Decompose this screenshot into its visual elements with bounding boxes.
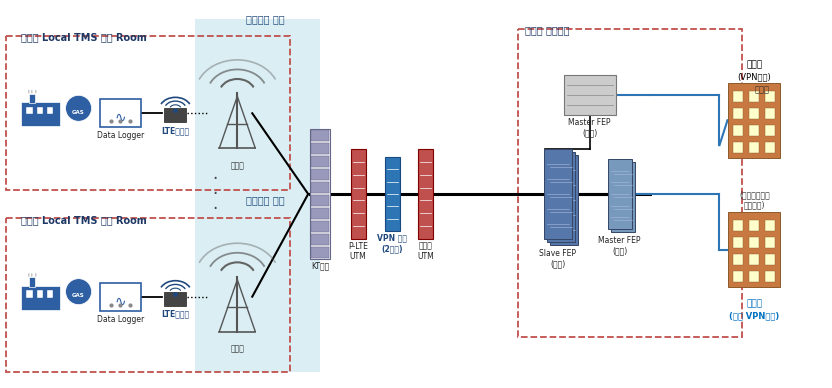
Text: 기지국: 기지국 xyxy=(230,345,245,353)
Text: ·: · xyxy=(213,170,218,188)
Text: 무선통신 구간: 무선통신 구간 xyxy=(246,195,285,205)
Bar xyxy=(311,247,329,258)
Bar xyxy=(311,221,329,232)
Text: GAS: GAS xyxy=(72,110,85,115)
Bar xyxy=(311,169,329,180)
Bar xyxy=(311,143,329,154)
Bar xyxy=(750,91,760,102)
Bar xyxy=(311,130,329,141)
Text: GAS: GAS xyxy=(72,293,85,298)
Text: Slave FEP
(신규): Slave FEP (신규) xyxy=(539,249,577,268)
Bar xyxy=(750,237,760,248)
Bar xyxy=(6,218,290,372)
Bar xyxy=(734,237,744,248)
Bar xyxy=(765,254,775,265)
Bar xyxy=(21,286,61,310)
Text: ∿: ∿ xyxy=(115,294,126,308)
Text: ·: · xyxy=(213,185,218,203)
Bar xyxy=(418,149,433,239)
Bar xyxy=(544,149,572,239)
Text: (한국환경공단
관제센터): (한국환경공단 관제센터) xyxy=(739,190,770,210)
Bar xyxy=(165,292,186,306)
Bar xyxy=(765,237,775,248)
Bar xyxy=(765,142,775,152)
Bar xyxy=(729,83,780,158)
Text: (신규 VPN구성): (신규 VPN구성) xyxy=(730,312,780,320)
Bar xyxy=(27,107,32,114)
Text: 환경부: 환경부 xyxy=(755,85,770,94)
Text: Master FEP
(신규): Master FEP (신규) xyxy=(598,236,641,255)
Bar xyxy=(547,152,575,242)
Text: ·: · xyxy=(213,200,218,218)
Text: (VPN구성): (VPN구성) xyxy=(737,73,771,81)
Bar xyxy=(734,271,744,282)
Circle shape xyxy=(66,95,92,121)
Bar xyxy=(734,254,744,265)
Bar xyxy=(37,107,42,114)
Bar xyxy=(564,75,616,115)
Bar xyxy=(350,149,365,239)
Bar xyxy=(750,254,760,265)
Bar xyxy=(734,220,744,231)
Bar xyxy=(765,220,775,231)
Bar xyxy=(750,125,760,136)
Bar xyxy=(311,234,329,245)
Bar xyxy=(47,107,53,114)
Bar xyxy=(384,157,399,231)
Bar xyxy=(21,102,61,126)
Text: Data Logger: Data Logger xyxy=(97,131,144,140)
Text: 포스코 Local TMS 측정 Room: 포스코 Local TMS 측정 Room xyxy=(21,33,146,43)
Bar xyxy=(196,19,320,372)
Bar xyxy=(518,29,742,338)
Bar xyxy=(765,125,775,136)
Bar xyxy=(550,155,577,245)
Bar xyxy=(734,91,744,102)
Text: 기지국: 기지국 xyxy=(230,161,245,170)
Text: 전용선: 전용선 xyxy=(746,300,762,308)
Text: 포스코 환경센터: 포스코 환경센터 xyxy=(525,26,569,36)
Text: 전용선: 전용선 xyxy=(746,61,762,69)
Bar xyxy=(311,182,329,193)
Bar xyxy=(734,108,744,119)
Bar xyxy=(311,195,329,206)
Text: 포스코 Local TMS 측정 Room: 포스코 Local TMS 측정 Room xyxy=(21,215,146,225)
Bar xyxy=(611,162,635,232)
Bar xyxy=(734,125,744,136)
Bar xyxy=(311,156,329,167)
Text: LTE라우터: LTE라우터 xyxy=(161,126,190,135)
Bar xyxy=(100,99,141,127)
Bar xyxy=(27,290,32,298)
Bar xyxy=(47,290,53,298)
Text: Data Logger: Data Logger xyxy=(97,315,144,324)
Text: Master FEP
(기존): Master FEP (기존) xyxy=(568,118,611,138)
Bar xyxy=(750,108,760,119)
Text: 무선통신 구간: 무선통신 구간 xyxy=(246,15,285,25)
Text: KT국사: KT국사 xyxy=(311,262,329,271)
Circle shape xyxy=(66,279,92,305)
Bar xyxy=(750,220,760,231)
Bar xyxy=(28,94,35,104)
Bar xyxy=(310,129,330,259)
Bar xyxy=(729,213,780,287)
Bar xyxy=(311,208,329,219)
Bar xyxy=(734,142,744,152)
Bar xyxy=(750,142,760,152)
Bar xyxy=(37,290,42,298)
Text: VPN 서버
(2중화): VPN 서버 (2중화) xyxy=(377,234,407,253)
Text: P-LTE
UTM: P-LTE UTM xyxy=(348,242,368,261)
Bar xyxy=(765,271,775,282)
Bar xyxy=(765,108,775,119)
Text: LTE라우터: LTE라우터 xyxy=(161,310,190,319)
Bar xyxy=(607,159,631,229)
Bar xyxy=(750,271,760,282)
Bar xyxy=(6,36,290,190)
Bar xyxy=(28,277,35,287)
Bar xyxy=(165,108,186,122)
Bar xyxy=(765,91,775,102)
Text: ∿: ∿ xyxy=(115,111,126,125)
Text: 제어망
UTM: 제어망 UTM xyxy=(418,242,434,261)
Bar xyxy=(100,283,141,310)
